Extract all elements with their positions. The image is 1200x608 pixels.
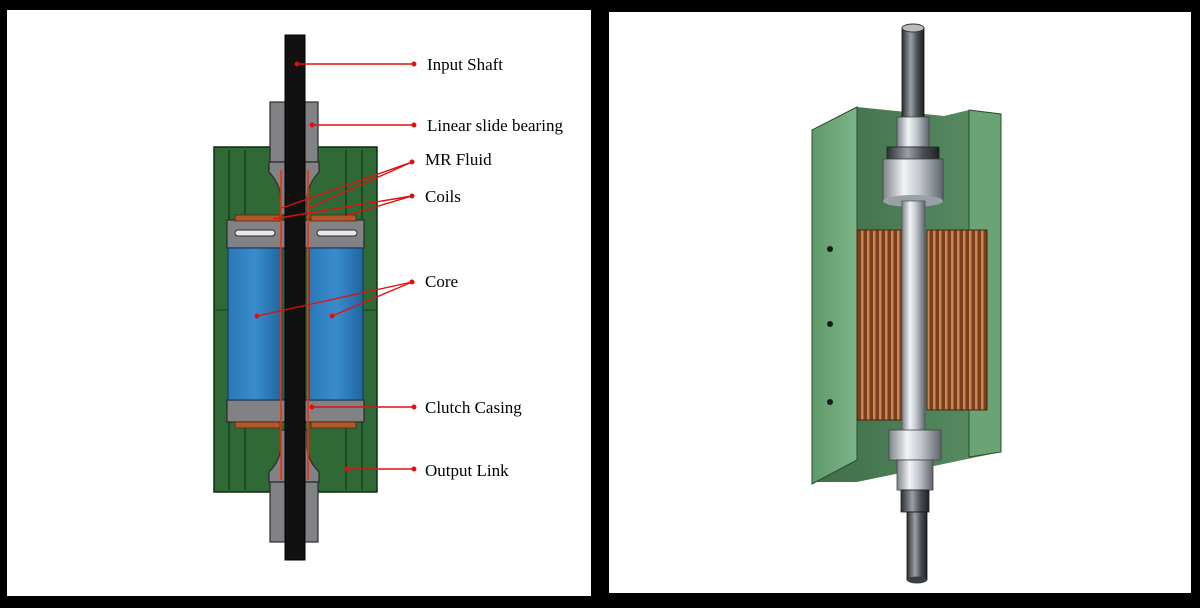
center-rod — [901, 200, 926, 432]
bearing-collar-top — [896, 116, 930, 148]
cross-section-panel: Input Shaft Linear slide bearing MR Flui… — [7, 10, 591, 596]
label-coils: Coils — [425, 187, 461, 206]
input-shaft — [284, 34, 306, 561]
label-clutch-casing: Clutch Casing — [425, 398, 522, 417]
coils — [234, 214, 357, 429]
input-shaft-top — [901, 27, 925, 124]
bearing-collar-bottom — [888, 429, 942, 461]
label-core: Core — [425, 272, 458, 291]
render-panel — [609, 12, 1191, 593]
label-mr-fluid: MR Fluid — [425, 150, 492, 169]
leader-lines — [254, 61, 417, 472]
output-shaft-bottom — [906, 511, 928, 581]
core — [227, 247, 364, 401]
mr-fluid — [280, 170, 309, 480]
cross-section-diagram: Input Shaft Linear slide bearing MR Flui… — [213, 34, 563, 561]
casing-slots — [234, 229, 358, 237]
label-output-link: Output Link — [425, 461, 509, 480]
clutch-3d-render — [811, 23, 1002, 584]
label-input-shaft: Input Shaft — [427, 55, 503, 74]
label-linear-slide-bearing: Linear slide bearing — [427, 116, 563, 135]
